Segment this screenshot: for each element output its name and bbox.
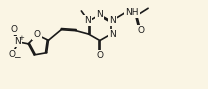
Text: N: N [84, 16, 91, 25]
Text: O: O [137, 26, 144, 35]
Text: N: N [109, 30, 115, 39]
Text: O: O [9, 50, 15, 59]
Text: +: + [18, 35, 24, 41]
Text: O: O [33, 30, 41, 39]
Text: −: − [13, 52, 20, 61]
Text: O: O [96, 51, 103, 60]
Text: O: O [10, 25, 17, 34]
Text: NH: NH [125, 8, 139, 17]
Text: N: N [97, 10, 103, 19]
Text: N: N [14, 37, 21, 46]
Text: N: N [109, 16, 115, 25]
